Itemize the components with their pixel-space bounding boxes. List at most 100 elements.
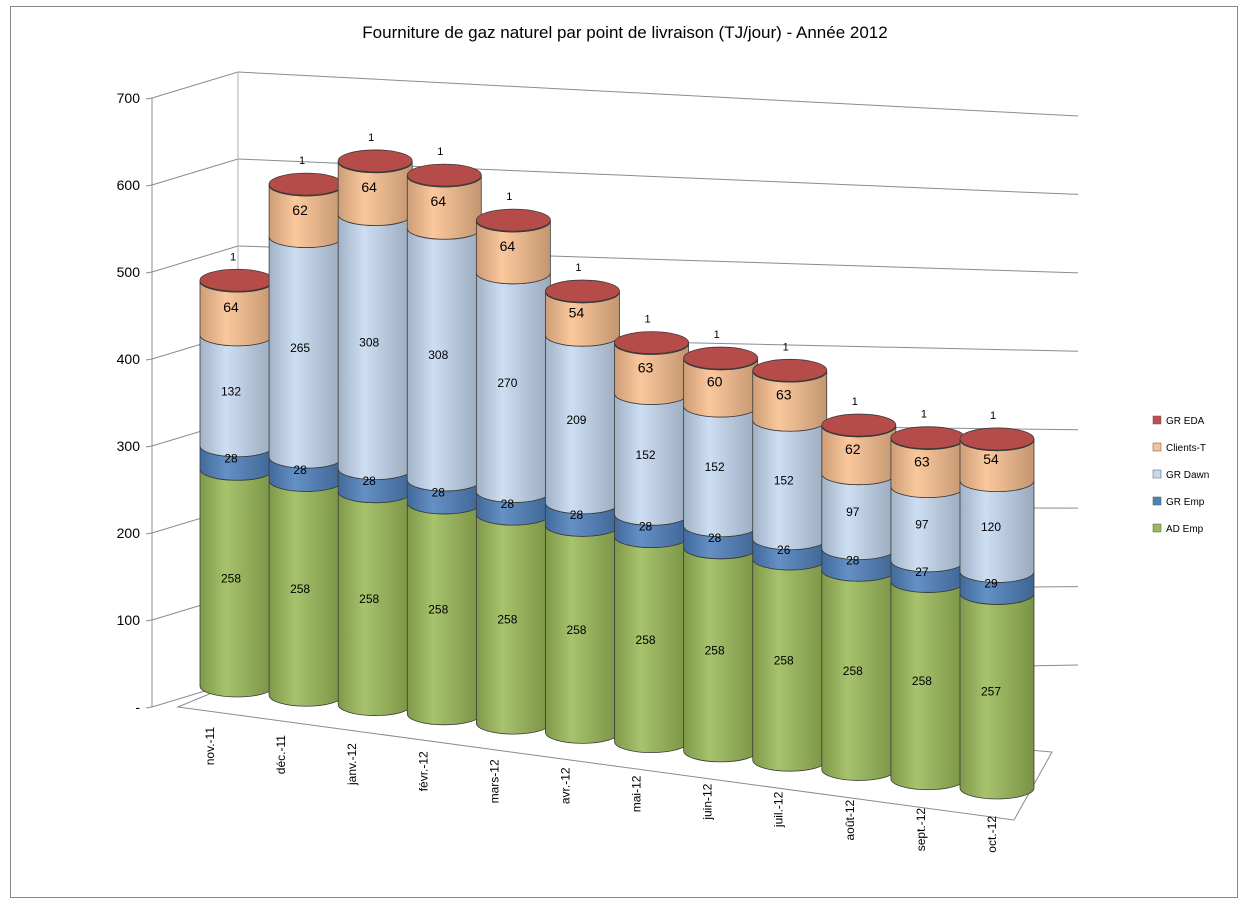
x-tick-label: févr.-12 [416,751,430,791]
x-tick-label: avr.-12 [558,767,572,804]
bar-top-cap [337,149,413,173]
bar-top-cap [545,279,620,303]
data-label: 258 [843,664,863,678]
x-tick-label: nov.-11 [203,727,217,766]
data-label: 28 [432,485,446,499]
bar-column [406,163,482,726]
bar-column [268,172,344,707]
legend-item: Clients-T [1152,442,1206,454]
data-label: 258 [428,602,448,616]
bar-column [199,268,275,698]
data-label: 97 [915,518,929,532]
data-label: 64 [430,193,446,209]
data-label: 258 [705,643,725,657]
data-label: 63 [914,454,930,470]
data-label: 152 [705,460,725,474]
data-label: 1 [921,409,927,421]
y-tick-label: 400 [117,351,141,367]
data-label: 258 [636,633,656,647]
bar-top-cap [199,268,275,292]
legend-label: GR EDA [1166,416,1205,427]
y-tick-label: 200 [117,525,141,541]
data-label: 209 [566,413,586,427]
legend-label: GR Emp [1166,497,1205,508]
bar-top-cap [752,358,828,382]
data-label: 1 [575,262,581,274]
data-label: 152 [636,448,656,462]
labels-layer: 258 28 132 64 1 258 28 265 62 1 258 28 308 64 1 258 28 30… [221,132,1001,699]
y-tick-label: 500 [117,264,141,280]
chart-title: Fourniture de gaz naturel par point de l… [362,23,888,42]
bar-top-cap [890,426,966,450]
bar-top-cap [821,413,897,437]
data-label: 62 [845,441,861,457]
data-label: 1 [506,191,512,203]
x-tick-label: mars-12 [487,759,501,803]
data-label: 1 [299,155,305,167]
legend-swatch [1152,442,1162,452]
y-tick-label: - [135,699,140,715]
y-tick-label: 100 [117,612,141,628]
legend-swatch [1152,496,1162,506]
y-tick-label: 300 [117,438,141,454]
data-label: 258 [359,592,379,606]
x-tick-label: déc.-11 [274,735,288,774]
data-label: 26 [777,543,791,557]
data-label: 62 [292,202,308,218]
data-label: 97 [846,505,860,519]
data-label: 28 [708,531,722,545]
y-tick-mark [145,271,153,274]
data-label: 60 [707,373,723,389]
data-label: 64 [223,299,239,315]
data-label: 258 [912,674,932,688]
y-tick-mark [145,619,153,622]
data-label: 1 [990,410,996,422]
data-label: 54 [569,305,585,321]
data-label: 28 [639,519,653,533]
data-label: 27 [915,565,929,579]
data-label: 1 [437,146,443,158]
y-tick-mark [145,532,153,535]
side-gridline [151,245,239,273]
y-tick-mark [145,445,153,448]
legend-item: GR Emp [1152,496,1205,508]
data-label: 132 [221,384,241,398]
legend-label: AD Emp [1166,524,1204,535]
legend-label: Clients-T [1166,443,1206,454]
data-label: 257 [981,685,1001,699]
data-label: 1 [368,132,374,144]
bars-layer [199,149,1035,800]
legend-item: AD Emp [1152,523,1204,535]
x-tick-label: mai-12 [630,775,644,812]
legend-label: GR Dawn [1166,470,1209,481]
axis-layer: - 100 200 300 400 500 600 700 nov.-11 déc.-11 janv… [117,90,999,853]
data-label: 152 [774,473,794,487]
data-label: 28 [363,474,377,488]
data-label: 258 [221,572,241,586]
data-label: 308 [359,336,379,350]
bar-top-cap [268,172,344,196]
bar-column [475,208,551,735]
bar-column [614,331,689,754]
y-tick-mark [145,358,153,361]
data-label: 63 [638,359,654,375]
legend-swatch [1152,469,1162,479]
x-tick-label: juin-12 [701,783,715,820]
bar-top-cap [959,427,1035,451]
side-gridline [151,158,239,186]
data-label: 54 [983,451,999,467]
data-label: 1 [644,314,650,326]
data-label: 265 [290,341,310,355]
y-tick-mark [145,97,153,100]
data-label: 28 [224,452,238,466]
data-label: 1 [783,341,789,353]
bar-column [545,279,620,744]
legend-item: GR EDA [1152,415,1205,427]
y-tick-mark [145,184,153,187]
x-tick-label: oct.-12 [985,816,999,853]
data-label: 28 [293,463,307,477]
data-label: 258 [497,613,517,627]
y-tick-label: 600 [117,177,141,193]
data-label: 270 [497,376,517,390]
x-tick-label: sept.-12 [914,808,928,852]
